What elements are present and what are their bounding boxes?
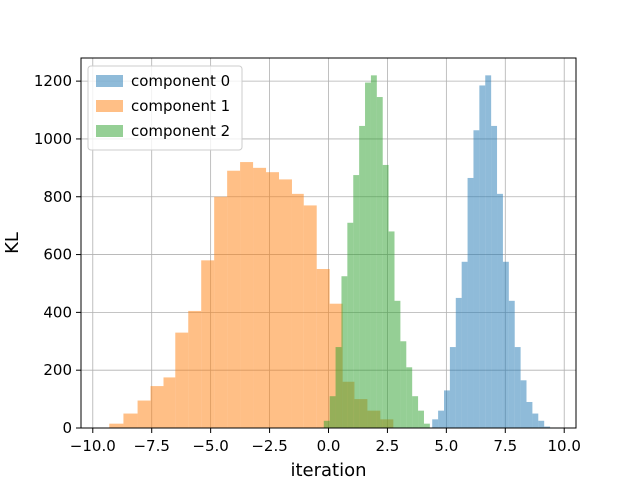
bar-component-0-13 — [508, 300, 515, 428]
bar-component-0-15 — [520, 380, 527, 428]
legend-label-component-1: component 1 — [131, 97, 230, 115]
y-tick-label-2: 400 — [43, 303, 72, 321]
bar-component-1-12 — [266, 172, 279, 428]
y-tick-label-3: 600 — [43, 246, 72, 264]
bar-component-0-16 — [526, 401, 533, 428]
bar-component-2-10 — [382, 164, 389, 428]
x-tick-label-0: −10.0 — [70, 437, 116, 455]
bar-component-1-15 — [303, 205, 317, 428]
legend: component 0 component 1 component 2 — [87, 65, 243, 151]
bar-component-2-11 — [388, 231, 395, 428]
bar-component-0-12 — [502, 261, 509, 428]
bar-component-2-14 — [406, 367, 413, 428]
histogram-bars — [109, 75, 551, 428]
y-axis-label: KL — [2, 232, 23, 254]
x-tick-label-1: −7.5 — [133, 437, 169, 455]
bar-component-0-9 — [485, 75, 492, 428]
bar-component-2-9 — [376, 97, 383, 428]
x-tick-label-7: 7.5 — [493, 437, 517, 455]
bar-component-0-18 — [538, 420, 545, 428]
bar-component-1-14 — [291, 193, 304, 428]
bar-component-0-8 — [479, 85, 486, 428]
bar-component-2-4 — [347, 222, 354, 428]
bar-component-1-9 — [227, 170, 241, 428]
bar-component-1-5 — [175, 332, 189, 428]
axes — [76, 57, 577, 433]
bar-component-0-4 — [455, 297, 462, 428]
legend-swatch-component-1 — [96, 100, 123, 112]
bar-component-1-13 — [279, 179, 292, 428]
y-tick-label-6: 1200 — [34, 72, 72, 90]
bar-component-1-4 — [163, 377, 176, 428]
bar-component-0-6 — [467, 177, 474, 428]
bar-component-2-0 — [323, 420, 330, 428]
bar-component-0-5 — [461, 261, 468, 428]
bar-component-1-1 — [123, 413, 138, 428]
bar-component-0-17 — [532, 413, 539, 428]
bar-component-0-3 — [449, 347, 456, 428]
bar-component-1-3 — [150, 386, 164, 428]
x-tick-label-3: −2.5 — [251, 437, 287, 455]
bar-component-1-10 — [240, 162, 254, 428]
x-axis-label: iteration — [290, 460, 366, 480]
bar-component-0-1 — [438, 410, 444, 428]
x-tick-label-2: −5.0 — [192, 437, 228, 455]
legend-swatch-component-0 — [96, 75, 123, 87]
bar-component-2-2 — [335, 347, 342, 428]
bar-component-2-16 — [418, 410, 424, 428]
bar-component-1-7 — [201, 260, 215, 428]
tick-labels: −10.0 −7.5 −5.0 −2.5 0.0 2.5 5.0 7.5 10.0 0 200 400… — [34, 72, 581, 455]
bar-component-0-2 — [444, 390, 450, 428]
x-tick-label-5: 2.5 — [375, 437, 399, 455]
legend-swatch-component-2 — [96, 125, 123, 137]
y-tick-label-0: 0 — [62, 419, 72, 437]
bar-component-2-7 — [365, 82, 371, 428]
bar-component-2-12 — [394, 300, 401, 428]
bar-component-1-16 — [316, 269, 330, 428]
bar-component-1-8 — [214, 196, 228, 428]
bar-component-0-10 — [491, 125, 498, 428]
bar-component-2-17 — [423, 423, 430, 428]
bar-component-2-8 — [370, 75, 377, 428]
bar-component-2-3 — [341, 276, 348, 428]
legend-label-component-2: component 2 — [131, 122, 230, 140]
bar-component-2-5 — [353, 175, 360, 428]
bar-component-0-14 — [514, 347, 521, 428]
x-tick-label-4: 0.0 — [317, 437, 341, 455]
legend-label-component-0: component 0 — [131, 72, 230, 90]
bar-component-2-1 — [329, 396, 336, 428]
y-tick-label-1: 200 — [43, 361, 72, 379]
x-tick-label-8: 10.0 — [548, 437, 581, 455]
bar-component-1-6 — [188, 310, 202, 428]
bar-component-0-11 — [497, 193, 503, 428]
y-tick-label-4: 800 — [43, 188, 72, 206]
y-tick-label-5: 1000 — [34, 130, 72, 148]
bar-component-1-11 — [253, 167, 267, 428]
bar-component-0-7 — [473, 130, 480, 428]
bar-component-0-0 — [432, 419, 439, 428]
x-tick-label-6: 5.0 — [434, 437, 458, 455]
bar-component-1-0 — [109, 423, 124, 428]
bar-component-1-2 — [137, 400, 151, 428]
bar-component-2-6 — [359, 125, 366, 428]
bar-component-2-13 — [400, 341, 407, 428]
bar-component-0-19 — [544, 426, 551, 428]
bar-component-2-15 — [412, 396, 419, 428]
legend-box — [87, 65, 243, 151]
